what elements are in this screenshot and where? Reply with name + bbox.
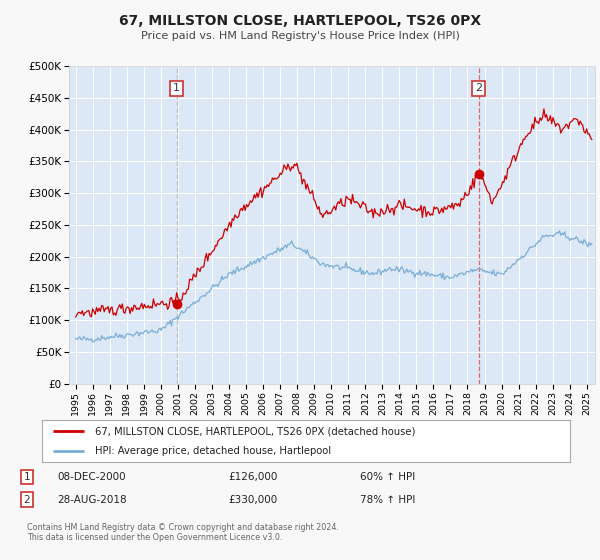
Text: 28-AUG-2018: 28-AUG-2018: [57, 494, 127, 505]
Text: 60% ↑ HPI: 60% ↑ HPI: [360, 472, 415, 482]
Text: 1: 1: [173, 83, 180, 94]
Text: HPI: Average price, detached house, Hartlepool: HPI: Average price, detached house, Hart…: [95, 446, 331, 456]
Text: 67, MILLSTON CLOSE, HARTLEPOOL, TS26 0PX (detached house): 67, MILLSTON CLOSE, HARTLEPOOL, TS26 0PX…: [95, 426, 415, 436]
Text: Price paid vs. HM Land Registry's House Price Index (HPI): Price paid vs. HM Land Registry's House …: [140, 31, 460, 41]
Text: 08-DEC-2000: 08-DEC-2000: [57, 472, 125, 482]
Text: 1: 1: [23, 472, 31, 482]
Text: 78% ↑ HPI: 78% ↑ HPI: [360, 494, 415, 505]
Text: 2: 2: [23, 494, 31, 505]
Text: £126,000: £126,000: [228, 472, 277, 482]
Text: £330,000: £330,000: [228, 494, 277, 505]
Text: Contains HM Land Registry data © Crown copyright and database right 2024.
This d: Contains HM Land Registry data © Crown c…: [27, 523, 339, 543]
Text: 67, MILLSTON CLOSE, HARTLEPOOL, TS26 0PX: 67, MILLSTON CLOSE, HARTLEPOOL, TS26 0PX: [119, 14, 481, 28]
Text: 2: 2: [475, 83, 482, 94]
